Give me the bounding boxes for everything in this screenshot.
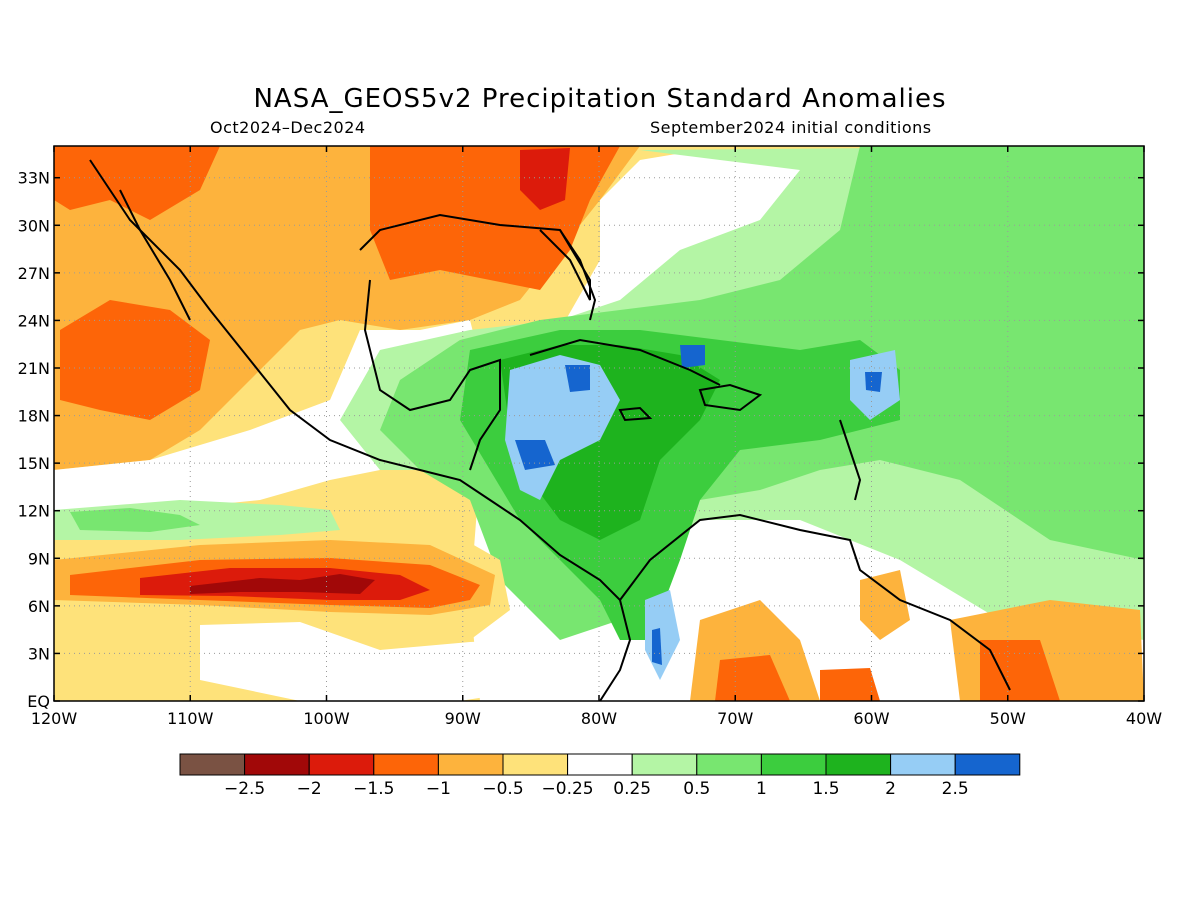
colorbar-label: 0.25 [613,779,651,799]
colorbar-label: 2 [885,779,896,799]
map-gridlines [54,146,1144,701]
colorbar-label: 1 [756,779,767,799]
lon-tick-label: 110W [167,709,214,728]
lon-tick-label: 40W [1126,709,1162,728]
lon-tick-label: 50W [990,709,1026,728]
lat-tick-label: 3N [28,644,50,663]
latitude-axis: 33N 30N 27N 24N 21N 18N 15N 12N 9N 6N 3N EQ [18,169,1144,711]
coastline-cuba [529,338,721,386]
wet-region-extreme-5 [652,628,662,665]
colorbar-label: −0.5 [482,779,523,799]
lat-tick-label: 30N [18,216,50,235]
lat-tick-label: 21N [18,359,50,378]
colorbar-label: −2.5 [224,779,265,799]
colorbar-swatch [308,753,375,776]
lat-tick-label: 15N [18,454,50,473]
wet-band-pacific-moderate [70,508,200,532]
lat-tick-label: 12N [18,502,50,521]
wet-region-extreme-4 [865,372,882,392]
colorbar-swatch [825,753,892,776]
colorbar-swatch [437,753,504,776]
dry-region-mexico-strong [60,300,210,420]
anomaly-field [54,146,1144,701]
coastline-hispaniola [698,383,763,412]
colorbar-label: 2.5 [942,779,969,799]
colorbar-swatch [696,753,762,776]
coastline-north-america [89,159,632,701]
colorbar-swatch [179,753,246,776]
dry-region-south-america-4 [715,655,790,701]
lon-tick-label: 60W [853,709,889,728]
colorbar-label: −0.25 [542,779,594,799]
forecast-period: Oct2024–Dec2024 [210,118,366,137]
colorbar-label: −2 [297,779,322,799]
dry-band-pacific-extreme [190,574,375,594]
dry-region-south-america-3 [980,640,1060,701]
lon-tick-label: 70W [717,709,753,728]
lat-tick-label: 18N [18,407,50,426]
colorbar-swatch [244,753,310,776]
wet-region-extreme-2 [515,440,555,470]
colorbar-label: −1.5 [353,779,394,799]
colorbar-swatch [890,753,956,776]
lon-tick-label: 90W [445,709,481,728]
lat-tick-label: 33N [18,169,50,188]
neutral-band-2 [200,622,530,701]
wet-region-extreme-3 [680,345,705,368]
colorbar-label: −1 [426,779,451,799]
longitude-axis: 120W 110W 100W 90W 80W 70W 60W 50W 40W [31,146,1162,728]
map-title: NASA_GEOS5v2 Precipitation Standard Anom… [253,84,947,114]
lon-tick-label: 120W [31,709,78,728]
lat-tick-label: 6N [28,597,50,616]
coastline-yucatan [363,279,501,471]
coastline-lesser-antilles [839,419,862,501]
dry-region-orinoco [860,570,910,640]
colorbar-swatch [567,753,633,776]
coastline-south-america [619,513,1011,691]
dry-region-southeast-core [520,148,570,210]
colorbar-label: 0.5 [683,779,710,799]
lat-tick-label: EQ [27,692,50,711]
lon-tick-label: 80W [581,709,617,728]
lat-tick-label: 9N [28,549,50,568]
colorbar-swatch [954,753,1021,776]
wet-region-extreme-1 [565,365,590,392]
colorbar-swatch [631,753,698,776]
colorbar-label: 1.5 [812,779,839,799]
initial-conditions: September2024 initial conditions [650,118,932,137]
colorbar-swatch [373,753,439,776]
colorbar-swatch [760,753,827,776]
coastline-florida [559,229,597,321]
colorbar-swatch [502,753,569,776]
lat-tick-label: 24N [18,311,50,330]
coastline-baja [119,189,191,321]
dry-region-south-america-5 [820,668,880,701]
dry-region-north-strong [54,146,220,220]
coastline-jamaica [618,406,653,422]
lon-tick-label: 100W [303,709,350,728]
coastlines [89,159,1011,701]
lat-tick-label: 27N [18,264,50,283]
colorbar: −2.5 −2 −1.5 −1 −0.5 −0.25 0.25 0.5 1 1.5 2 2.5 [179,753,1021,799]
